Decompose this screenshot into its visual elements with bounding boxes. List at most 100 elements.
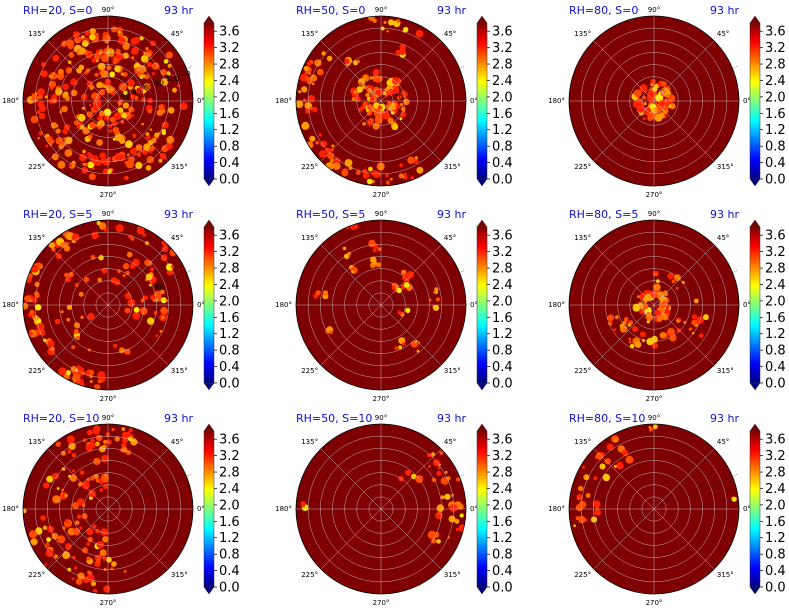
precip-cell [109,71,116,78]
precip-cell [115,224,124,233]
angle-tick-label: 45° [171,234,183,242]
polar-frame [568,219,740,391]
polar-panel: 90° 45° 0° 315° 270° 225° 180° 135° RH=50, S=5 93… [275,208,478,403]
polar-panel: 90° 45° 0° 315° 270° 225° 180° 135° RH=20, S=10 9… [2,412,205,607]
precip-cell [117,107,124,113]
angle-tick-label: 135° [28,30,45,38]
precip-cell [312,106,318,113]
precip-cell [696,316,704,325]
precip-cell [146,155,154,164]
precip-cell [386,180,390,185]
angle-tick-label: 270° [646,191,663,199]
precip-cell [31,296,38,303]
precip-cell [151,72,155,76]
grid-spoke [380,244,442,306]
precip-cell [136,66,142,72]
angle-tick-label: 45° [444,30,456,38]
angle-tick-label: 90° [102,6,114,14]
colorbar-tick-label: 2.4 [492,74,513,89]
precip-cell [103,34,111,43]
polar-panel: 20 90° 45° 0° 315° 270° 225° 180° 135° RH=50, S=0… [275,4,478,199]
precip-field [300,450,466,544]
precip-cell [647,111,656,120]
grid-spoke [320,244,382,306]
precip-cell [642,95,647,100]
colorbar-tick-label: 1.2 [219,123,240,138]
panel-time-label: 93 hr [164,412,193,425]
precip-cell [118,37,126,45]
precip-cell [152,298,156,302]
precip-cell [135,161,143,169]
angle-tick-label: 315° [171,571,188,579]
precip-cell [657,316,663,322]
precip-cell [353,60,358,66]
precip-cell [103,473,108,478]
colorbar-tick-label: 2.8 [492,58,513,73]
precip-cell [165,299,169,303]
colorbar-tick-label: 2.0 [765,498,786,513]
precip-cell [661,81,667,87]
precip-cell [104,114,110,121]
precip-cell [68,52,75,58]
precip-cell [681,280,685,284]
precip-cell [456,477,461,482]
precip-cell [123,176,128,180]
colorbar-tick-label: 0.4 [765,360,786,375]
angle-tick-label: 315° [717,367,734,375]
polar-frame [568,15,740,187]
precip-cell [95,528,100,534]
precip-cell [444,493,451,500]
colorbar-body [476,226,488,384]
precip-cell [165,51,173,59]
precip-cell [99,488,104,492]
precip-cell [48,74,53,79]
precip-cell [84,162,89,167]
precip-cell [135,144,143,151]
precip-cell [108,129,113,133]
precip-cell [65,276,71,283]
colorbar-tick-label: 2.8 [219,262,240,277]
colorbar-body [476,22,488,180]
colorbar-extend-bottom [203,382,215,391]
precip-cell [123,569,127,573]
precip-cell [172,87,177,93]
precip-cell [49,80,57,88]
colorbar-tick-label: 2.0 [492,294,513,309]
precip-cell [296,100,304,108]
angle-tick-label: 180° [548,505,565,513]
precip-cell [146,62,153,68]
precip-cell [369,97,375,103]
polar-panel: 90° 45° 0° 315° 270° 225° 180° 135° RH=80, S=10 9… [548,412,751,607]
precip-cell [171,74,175,78]
precip-cell [131,47,139,55]
precip-cell [125,270,130,276]
precip-cell [86,556,91,561]
precip-cell [392,77,400,85]
precip-cell [160,306,169,315]
precip-cell [37,323,45,330]
colorbar-tick-label: 0.8 [765,344,786,359]
panel-title: RH=20, S=10 [23,412,99,425]
angle-tick-label: 315° [444,367,461,375]
angle-tick-label: 0° [470,97,478,105]
precip-cell [651,342,659,349]
precip-cell [87,161,95,169]
precip-cell [399,117,403,120]
precip-cell [61,105,68,113]
precip-cell [112,126,120,134]
radial-axis [391,474,465,505]
precip-cell [634,341,642,348]
radial-axis [391,270,465,301]
precip-cell [407,156,415,164]
precip-cell [607,314,615,322]
precip-cell [39,132,43,136]
precip-cell [103,484,108,490]
precip-cell [88,103,92,107]
colorbar-tick-label: 2.0 [765,294,786,309]
precip-cell [37,319,42,324]
colorbar-tick-label: 2.0 [219,498,240,513]
precip-cell [322,290,329,296]
precip-cell [433,459,441,467]
angle-tick-label: 225° [28,367,45,375]
precip-cell [120,72,124,76]
